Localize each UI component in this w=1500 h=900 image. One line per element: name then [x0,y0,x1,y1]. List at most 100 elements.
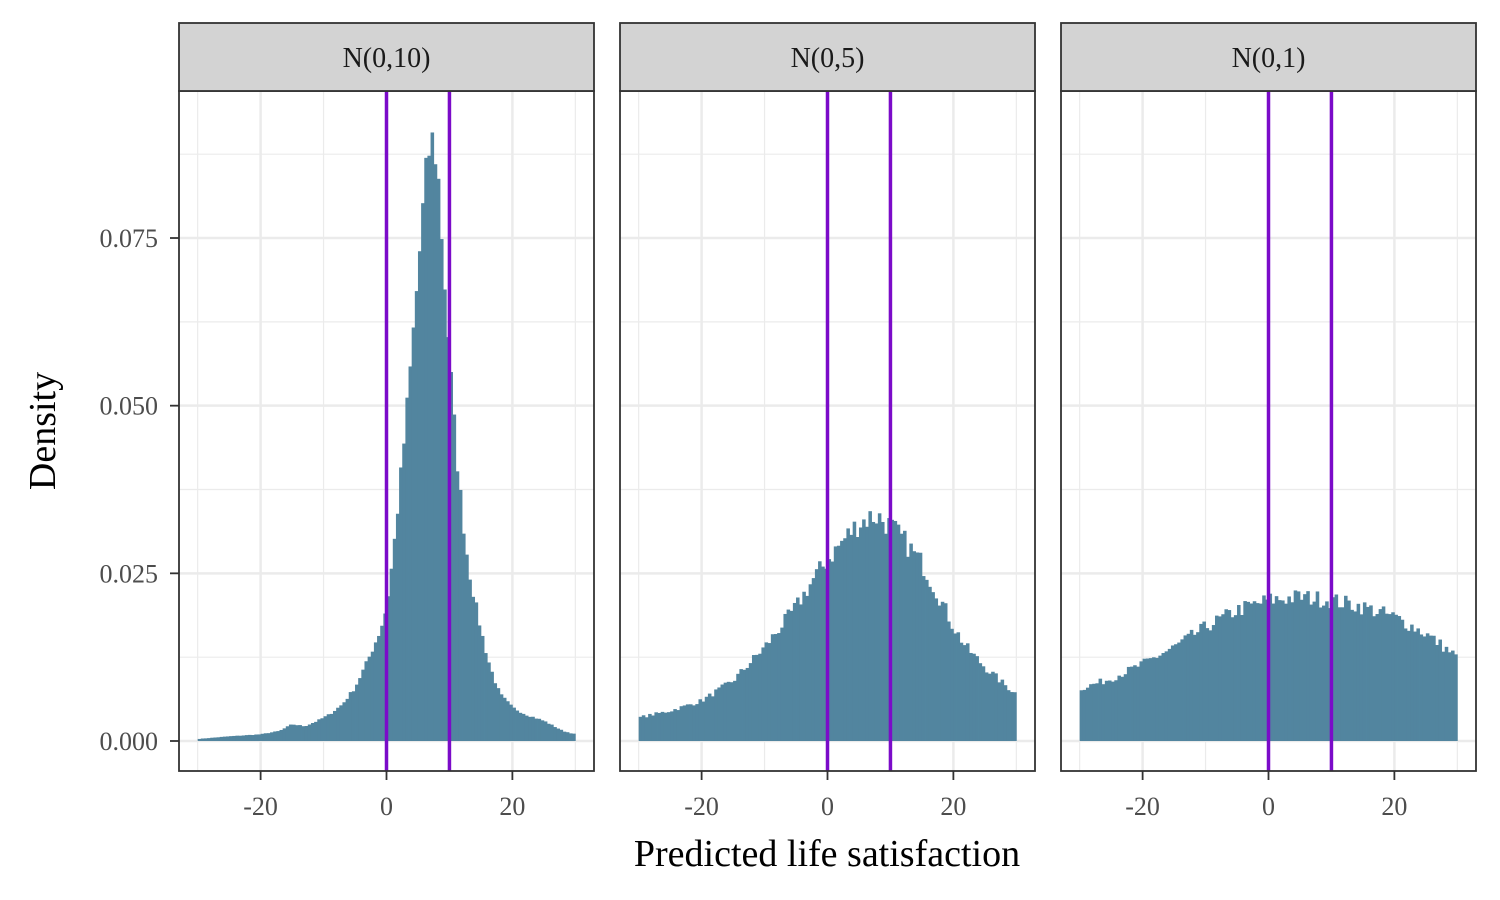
histogram-bar [484,653,488,741]
histogram-bar [468,579,472,741]
histogram-bar [1425,633,1430,741]
histogram-bar [729,682,734,741]
histogram-bar [458,489,463,741]
histogram-bar [1372,616,1376,741]
y-tick-label: 0.000 [100,727,159,756]
histogram-bar [805,595,810,741]
histogram-bar [1148,658,1153,741]
histogram-bar [358,678,362,741]
histogram-bar [285,726,290,741]
histogram-bar [1006,690,1011,741]
histogram-bar [654,712,658,741]
histogram-bar [229,736,233,741]
histogram-bar [238,735,243,741]
histogram-bar [531,716,535,741]
histogram-bar [1388,614,1392,741]
y-axis-title: Density [22,372,64,490]
histogram-bar [855,537,860,741]
histogram-bar [1139,661,1144,741]
histogram-bar [940,601,945,741]
histogram-bar [1347,600,1351,741]
histogram-bar [219,736,224,741]
histogram-bar [1413,631,1417,741]
facet-strip-label: N(0,10) [343,43,431,74]
histogram-bar [336,707,340,741]
histogram-bar [348,692,353,741]
histogram-bar [956,632,961,741]
histogram-bar [1378,609,1383,741]
histogram-bar [1303,594,1307,741]
histogram-bar [547,723,551,741]
histogram-bar [1406,630,1411,741]
histogram-bar [947,621,951,741]
histogram-bar [896,524,901,741]
histogram-bar [943,603,948,741]
histogram-bar [755,654,759,741]
histogram-bar [953,633,957,741]
histogram-bar [1359,614,1364,741]
x-tick-label: -20 [1125,792,1160,821]
histogram-bar [827,559,832,741]
histogram-bar [988,673,992,741]
histogram-bar [874,523,879,741]
histogram-bar [1155,657,1159,741]
histogram-bar [257,734,262,741]
histogram-bar [1177,642,1181,741]
histogram-bar [310,722,315,741]
y-tick-label: 0.025 [100,559,159,588]
histogram-bar [670,711,674,741]
histogram-bar [890,519,894,741]
x-tick-label: 0 [380,792,393,821]
x-tick-label: 20 [499,792,525,821]
histogram-bar [1136,666,1140,741]
histogram-bar [1315,591,1320,741]
histogram-bar [1111,681,1115,741]
histogram-bar [1126,666,1131,741]
histogram-bar [1309,604,1313,741]
histogram-bar [821,566,825,741]
histogram-bar [877,513,882,741]
histogram-bar [1284,603,1288,741]
histogram-bar [553,727,557,741]
histogram-bar [921,576,926,741]
histogram-bar [1432,635,1436,741]
histogram-bar [1416,628,1420,741]
histogram-bar [742,669,747,741]
histogram-bar [978,663,983,741]
histogram-bar [225,736,230,741]
histogram-bar [1400,619,1405,741]
histogram-bar [534,718,538,741]
histogram-bar [1350,609,1354,741]
histogram-bar [780,627,784,741]
histogram-bar [273,731,277,741]
histogram-bar [1237,605,1241,741]
histogram-bar [972,653,976,741]
histogram-bar [355,684,359,741]
histogram-bar [1451,650,1455,741]
histogram-bar [695,704,699,741]
histogram-bar [739,669,743,741]
histogram-bar [487,662,491,741]
histogram-bar [260,733,265,741]
histogram-bar [254,734,258,741]
histogram-bar [1208,630,1213,741]
histogram-bar [496,688,501,741]
histogram-bar [893,520,898,741]
histogram-bar [862,519,866,741]
histogram-bar [1403,628,1408,741]
histogram-bar [402,443,406,741]
histogram-bar [792,602,797,741]
histogram-bar [314,721,318,741]
histogram-bar [1331,597,1335,741]
histogram-bar [1249,603,1254,741]
histogram-bar [1369,605,1373,741]
histogram-bar [1098,678,1103,741]
histogram-bar [1104,680,1109,741]
histogram-bar [320,718,324,741]
histogram-bar [370,651,375,741]
histogram-bar [480,635,485,741]
histogram-bar [773,634,778,741]
histogram-bar [934,598,939,741]
histogram-bar [1117,675,1121,741]
histogram-bar [745,667,750,741]
